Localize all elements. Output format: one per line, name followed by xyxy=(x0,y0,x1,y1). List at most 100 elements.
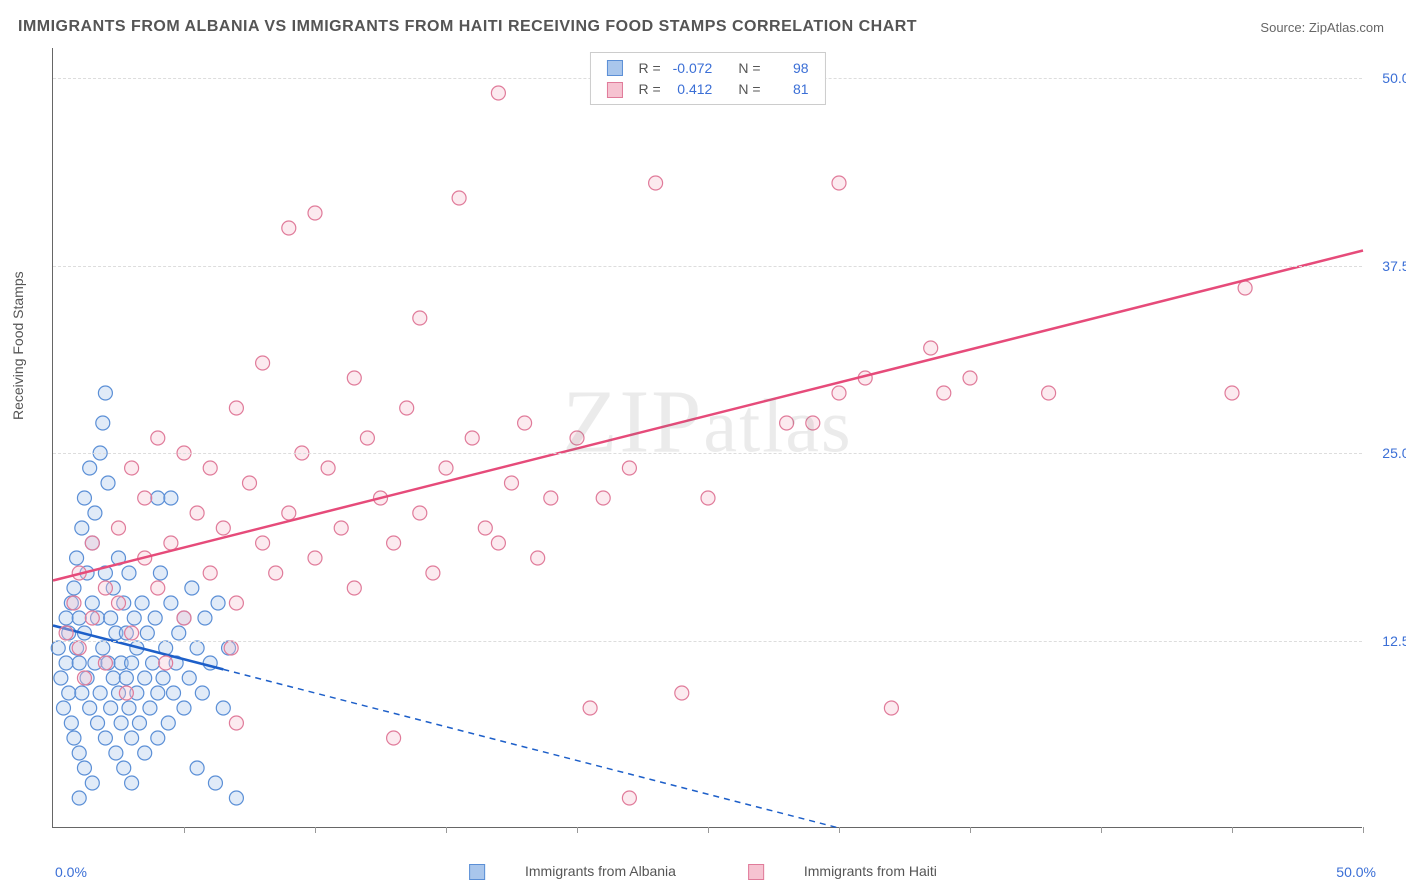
data-point xyxy=(426,566,440,580)
data-point xyxy=(151,581,165,595)
y-tick-label: 50.0% xyxy=(1367,70,1406,86)
data-point xyxy=(112,596,126,610)
data-point xyxy=(622,791,636,805)
gridline xyxy=(53,266,1362,267)
data-point xyxy=(924,341,938,355)
data-point xyxy=(119,686,133,700)
legend-row-albania: R =-0.072N =98 xyxy=(600,57,814,78)
data-point xyxy=(211,596,225,610)
regression-line-albania-extrapolated xyxy=(223,669,839,828)
x-tick xyxy=(315,827,316,833)
data-point xyxy=(1238,281,1252,295)
data-point xyxy=(321,461,335,475)
data-point xyxy=(75,521,89,535)
regression-line-haiti xyxy=(53,251,1363,581)
data-point xyxy=(125,626,139,640)
data-point xyxy=(104,611,118,625)
data-point xyxy=(59,611,73,625)
data-point xyxy=(104,701,118,715)
legend-series-label: Immigrants from Albania xyxy=(525,863,676,879)
data-point xyxy=(151,491,165,505)
data-point xyxy=(138,491,152,505)
data-point xyxy=(360,431,374,445)
data-point xyxy=(67,596,81,610)
data-point xyxy=(229,401,243,415)
legend-swatch xyxy=(606,82,622,98)
data-point xyxy=(119,671,133,685)
data-point xyxy=(544,491,558,505)
data-point xyxy=(505,476,519,490)
data-point xyxy=(963,371,977,385)
data-point xyxy=(77,761,91,775)
data-point xyxy=(269,566,283,580)
data-point xyxy=(334,521,348,535)
data-point xyxy=(98,581,112,595)
data-point xyxy=(109,746,123,760)
data-point xyxy=(518,416,532,430)
data-point xyxy=(1042,386,1056,400)
data-point xyxy=(117,761,131,775)
data-point xyxy=(161,716,175,730)
y-tick-label: 37.5% xyxy=(1367,258,1406,274)
data-point xyxy=(85,536,99,550)
data-point xyxy=(138,671,152,685)
series-albania xyxy=(51,386,243,805)
data-point xyxy=(832,386,846,400)
data-point xyxy=(72,791,86,805)
x-tick xyxy=(970,827,971,833)
chart-area: ZIPatlas R =-0.072N =98R =0.412N =81 12.… xyxy=(52,48,1362,828)
data-point xyxy=(62,686,76,700)
data-point xyxy=(491,536,505,550)
data-point xyxy=(127,611,141,625)
data-point xyxy=(125,656,139,670)
data-point xyxy=(153,566,167,580)
data-point xyxy=(439,461,453,475)
data-point xyxy=(198,611,212,625)
data-point xyxy=(491,86,505,100)
data-point xyxy=(190,641,204,655)
legend-r-label: R = xyxy=(632,78,666,99)
data-point xyxy=(88,506,102,520)
data-point xyxy=(54,671,68,685)
data-point xyxy=(159,656,173,670)
legend-n-value: 98 xyxy=(767,57,815,78)
data-point xyxy=(67,731,81,745)
data-point xyxy=(112,521,126,535)
data-point xyxy=(229,791,243,805)
x-tick xyxy=(1101,827,1102,833)
x-tick xyxy=(577,827,578,833)
data-point xyxy=(96,416,110,430)
data-point xyxy=(172,626,186,640)
x-tick xyxy=(184,827,185,833)
data-point xyxy=(59,626,73,640)
data-point xyxy=(229,596,243,610)
data-point xyxy=(413,506,427,520)
data-point xyxy=(77,491,91,505)
data-point xyxy=(98,656,112,670)
data-point xyxy=(177,701,191,715)
legend-swatch xyxy=(606,60,622,76)
y-axis-label: Receiving Food Stamps xyxy=(10,271,26,420)
data-point xyxy=(780,416,794,430)
data-point xyxy=(387,731,401,745)
legend-correlation-table: R =-0.072N =98R =0.412N =81 xyxy=(600,57,814,100)
data-point xyxy=(622,461,636,475)
data-point xyxy=(195,686,209,700)
legend-series: Immigrants from Albania Immigrants from … xyxy=(433,863,973,880)
data-point xyxy=(177,611,191,625)
data-point xyxy=(308,551,322,565)
legend-swatch xyxy=(748,864,764,880)
legend-item-haiti: Immigrants from Haiti xyxy=(730,863,955,879)
data-point xyxy=(143,701,157,715)
data-point xyxy=(122,566,136,580)
data-point xyxy=(596,491,610,505)
data-point xyxy=(387,536,401,550)
data-point xyxy=(146,656,160,670)
data-point xyxy=(347,371,361,385)
data-point xyxy=(151,431,165,445)
data-point xyxy=(229,716,243,730)
data-point xyxy=(96,641,110,655)
legend-n-value: 81 xyxy=(767,78,815,99)
data-point xyxy=(208,776,222,790)
data-point xyxy=(85,596,99,610)
